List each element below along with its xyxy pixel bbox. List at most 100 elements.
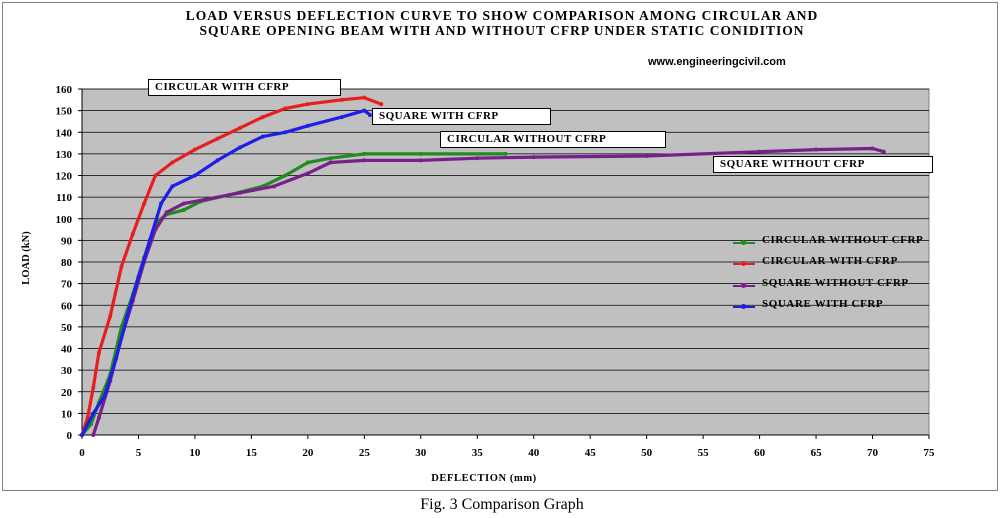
data-point-circular-without-cfrp xyxy=(328,156,333,161)
data-point-circular-with-cfrp xyxy=(283,106,288,111)
data-point-circular-with-cfrp xyxy=(119,264,124,269)
x-tick-label: 60 xyxy=(754,447,766,459)
data-point-square-with-cfrp xyxy=(238,145,243,150)
data-point-circular-with-cfrp xyxy=(379,102,384,107)
callout-square-with-cfrp: SQUARE WITH CFRP xyxy=(372,108,551,125)
data-point-square-without-cfrp xyxy=(531,155,536,160)
data-point-square-with-cfrp xyxy=(147,238,152,243)
data-point-circular-without-cfrp xyxy=(418,151,423,156)
x-tick-label: 20 xyxy=(302,447,314,459)
callout-circular-without-cfrp: CIRCULAR WITHOUT CFRP xyxy=(440,131,666,148)
data-point-square-without-cfrp xyxy=(362,158,367,163)
legend-swatch-marker xyxy=(741,283,746,288)
data-point-square-with-cfrp xyxy=(305,123,310,128)
data-point-circular-without-cfrp xyxy=(503,151,508,156)
legend-swatch-marker xyxy=(741,304,746,309)
y-tick-label: 80 xyxy=(61,257,73,269)
chart-title-line2: SQUARE OPENING BEAM WITH AND WITHOUT CFR… xyxy=(199,23,805,38)
y-tick-label: 150 xyxy=(56,106,73,118)
data-point-circular-without-cfrp xyxy=(89,422,94,427)
figure-caption: Fig. 3 Comparison Graph xyxy=(420,496,584,513)
data-point-circular-with-cfrp xyxy=(96,350,101,355)
callout-circular-with-cfrp: CIRCULAR WITH CFRP xyxy=(148,79,341,96)
y-tick-label: 50 xyxy=(61,322,73,334)
data-point-square-with-cfrp xyxy=(125,314,130,319)
data-point-square-with-cfrp xyxy=(339,115,344,120)
x-tick-label: 50 xyxy=(641,447,653,459)
y-tick-label: 20 xyxy=(61,387,73,399)
y-tick-label: 0 xyxy=(67,430,73,442)
x-axis-label: DEFLECTION (mm) xyxy=(431,473,537,484)
x-tick-label: 35 xyxy=(472,447,484,459)
legend-swatch-marker xyxy=(741,240,746,245)
x-tick-label: 70 xyxy=(867,447,879,459)
y-tick-label: 120 xyxy=(56,171,73,183)
data-point-circular-with-cfrp xyxy=(192,147,197,152)
data-point-square-with-cfrp xyxy=(192,173,197,178)
y-tick-label: 40 xyxy=(61,344,73,356)
y-tick-label: 160 xyxy=(56,84,73,96)
data-point-square-without-cfrp xyxy=(328,160,333,165)
data-point-square-without-cfrp xyxy=(814,147,819,152)
data-point-circular-with-cfrp xyxy=(91,385,96,390)
y-tick-label: 70 xyxy=(61,279,73,291)
data-point-circular-with-cfrp xyxy=(215,136,220,141)
data-point-circular-with-cfrp xyxy=(238,125,243,130)
data-point-square-with-cfrp xyxy=(260,134,265,139)
data-point-square-without-cfrp xyxy=(204,197,209,202)
data-point-square-without-cfrp xyxy=(757,149,762,154)
y-axis-label: LOAD (kN) xyxy=(21,231,32,285)
legend-label: CIRCULAR WITHOUT CFRP xyxy=(762,234,924,246)
data-point-circular-with-cfrp xyxy=(153,173,158,178)
x-tick-label: 5 xyxy=(136,447,142,459)
data-point-circular-without-cfrp xyxy=(362,151,367,156)
x-tick-label: 40 xyxy=(528,447,540,459)
data-point-square-with-cfrp xyxy=(80,433,84,437)
y-tick-label: 10 xyxy=(61,408,73,420)
data-point-square-with-cfrp xyxy=(102,394,107,399)
data-point-circular-with-cfrp xyxy=(142,201,147,206)
y-tick-label: 100 xyxy=(56,214,73,226)
data-point-circular-without-cfrp xyxy=(181,208,186,213)
chart-title-line1: LOAD VERSUS DEFLECTION CURVE TO SHOW COM… xyxy=(185,8,819,23)
y-tick-label: 90 xyxy=(61,235,73,247)
data-point-circular-with-cfrp xyxy=(339,97,344,102)
website-watermark: www.engineeringcivil.com xyxy=(648,56,786,68)
data-point-circular-with-cfrp xyxy=(305,102,310,107)
callout-square-without-cfrp: SQUARE WITHOUT CFRP xyxy=(713,156,933,173)
legend-label: SQUARE WITH CFRP xyxy=(762,298,884,310)
data-point-square-without-cfrp xyxy=(164,210,169,215)
data-point-circular-with-cfrp xyxy=(362,95,367,100)
data-point-square-without-cfrp xyxy=(181,201,186,206)
data-point-circular-without-cfrp xyxy=(283,173,288,178)
x-tick-label: 55 xyxy=(698,447,710,459)
y-tick-label: 110 xyxy=(56,192,72,204)
y-tick-label: 30 xyxy=(61,365,73,377)
data-point-square-with-cfrp xyxy=(362,108,367,113)
legend-label: SQUARE WITHOUT CFRP xyxy=(762,277,909,289)
data-point-square-without-cfrp xyxy=(881,149,886,154)
data-point-circular-with-cfrp xyxy=(130,231,135,236)
legend-swatch-marker xyxy=(741,261,746,266)
y-tick-label: 130 xyxy=(56,149,73,161)
data-point-square-without-cfrp xyxy=(475,156,480,161)
x-tick-label: 15 xyxy=(246,447,258,459)
data-point-square-with-cfrp xyxy=(136,275,141,280)
data-point-square-without-cfrp xyxy=(271,184,276,189)
data-point-square-with-cfrp xyxy=(159,201,164,206)
data-point-square-without-cfrp xyxy=(96,415,101,420)
data-point-circular-with-cfrp xyxy=(170,160,175,165)
y-tick-label: 140 xyxy=(56,127,73,139)
data-point-circular-with-cfrp xyxy=(108,314,113,319)
data-point-square-with-cfrp xyxy=(91,411,96,416)
data-point-square-without-cfrp xyxy=(644,154,649,159)
data-point-square-with-cfrp xyxy=(170,184,175,189)
series-line-square-with-cfrp xyxy=(80,109,372,437)
data-point-square-without-cfrp xyxy=(91,433,96,437)
data-point-square-with-cfrp xyxy=(215,158,220,163)
x-tick-label: 75 xyxy=(924,447,936,459)
data-point-circular-with-cfrp xyxy=(85,415,90,420)
x-tick-label: 65 xyxy=(811,447,823,459)
x-tick-label: 45 xyxy=(585,447,597,459)
data-point-square-without-cfrp xyxy=(418,158,423,163)
